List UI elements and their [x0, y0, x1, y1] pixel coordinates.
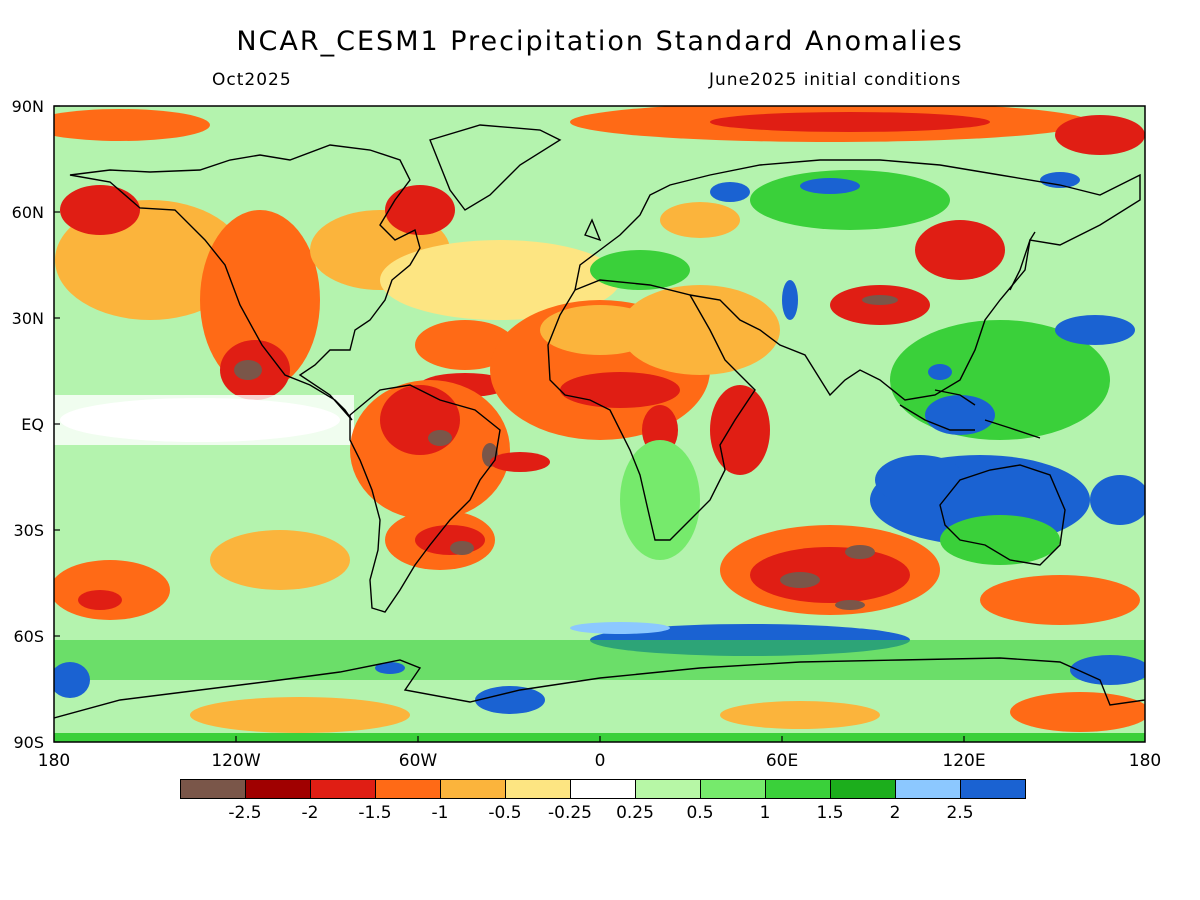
- lat-label-90n: 90N: [11, 97, 44, 116]
- axis-ticks: [54, 105, 965, 743]
- colorbar-segment: [180, 779, 246, 799]
- lat-label-30n: 30N: [11, 309, 44, 328]
- anomaly-field: [54, 106, 1145, 742]
- lon-label-120e: 120E: [942, 751, 986, 771]
- lon-label-180e: 180: [1128, 751, 1162, 771]
- init-conditions-label: June2025 initial conditions: [709, 70, 962, 90]
- colorbar-segment: [440, 779, 506, 799]
- colorbar-segment: [960, 779, 1026, 799]
- colorbar-segment: [635, 779, 701, 799]
- colorbar-segment: [700, 779, 766, 799]
- colorbar-tick-label: 0.5: [686, 803, 714, 823]
- colorbar-tick-label: 0.25: [616, 803, 654, 823]
- lat-label-90s: 90S: [13, 733, 44, 752]
- lat-label-60n: 60N: [11, 203, 44, 222]
- colorbar-tick-label: -2: [301, 803, 319, 823]
- colorbar-segment: [830, 779, 896, 799]
- colorbar-tick-label: 1.5: [816, 803, 844, 823]
- coastlines: [54, 124, 1145, 719]
- colorbar-segment: [245, 779, 311, 799]
- valid-month-label: Oct2025: [212, 70, 292, 90]
- lat-label-30s: 30S: [13, 521, 44, 540]
- colorbar-segment: [310, 779, 376, 799]
- colorbar-tick-label: 2.5: [946, 803, 974, 823]
- colorbar-segment: [765, 779, 831, 799]
- lon-label-180w: 180: [37, 751, 71, 771]
- colorbar-tick-label: -2.5: [228, 803, 262, 823]
- colorbar-segment: [570, 779, 636, 799]
- lon-label-60w: 60W: [398, 751, 438, 771]
- lon-label-120w: 120W: [211, 751, 261, 771]
- colorbar-segment: [375, 779, 441, 799]
- colorbar-tick-label: -1.5: [358, 803, 392, 823]
- colorbar-tick-label: 1: [759, 803, 771, 823]
- colorbar-tick-label: 2: [889, 803, 901, 823]
- colorbar-segment: [505, 779, 571, 799]
- lon-label-60e: 60E: [765, 751, 799, 771]
- lat-label-eq: EQ: [21, 415, 44, 434]
- lat-label-60s: 60S: [13, 627, 44, 646]
- colorbar-tick-label: -0.5: [488, 803, 522, 823]
- colorbar-tick-label: -1: [431, 803, 449, 823]
- colorbar-tick-label: -0.25: [548, 803, 592, 823]
- colorbar-segment: [895, 779, 961, 799]
- lon-label-0: 0: [594, 751, 606, 771]
- map-title: NCAR_CESM1 Precipitation Standard Anomal…: [236, 26, 964, 57]
